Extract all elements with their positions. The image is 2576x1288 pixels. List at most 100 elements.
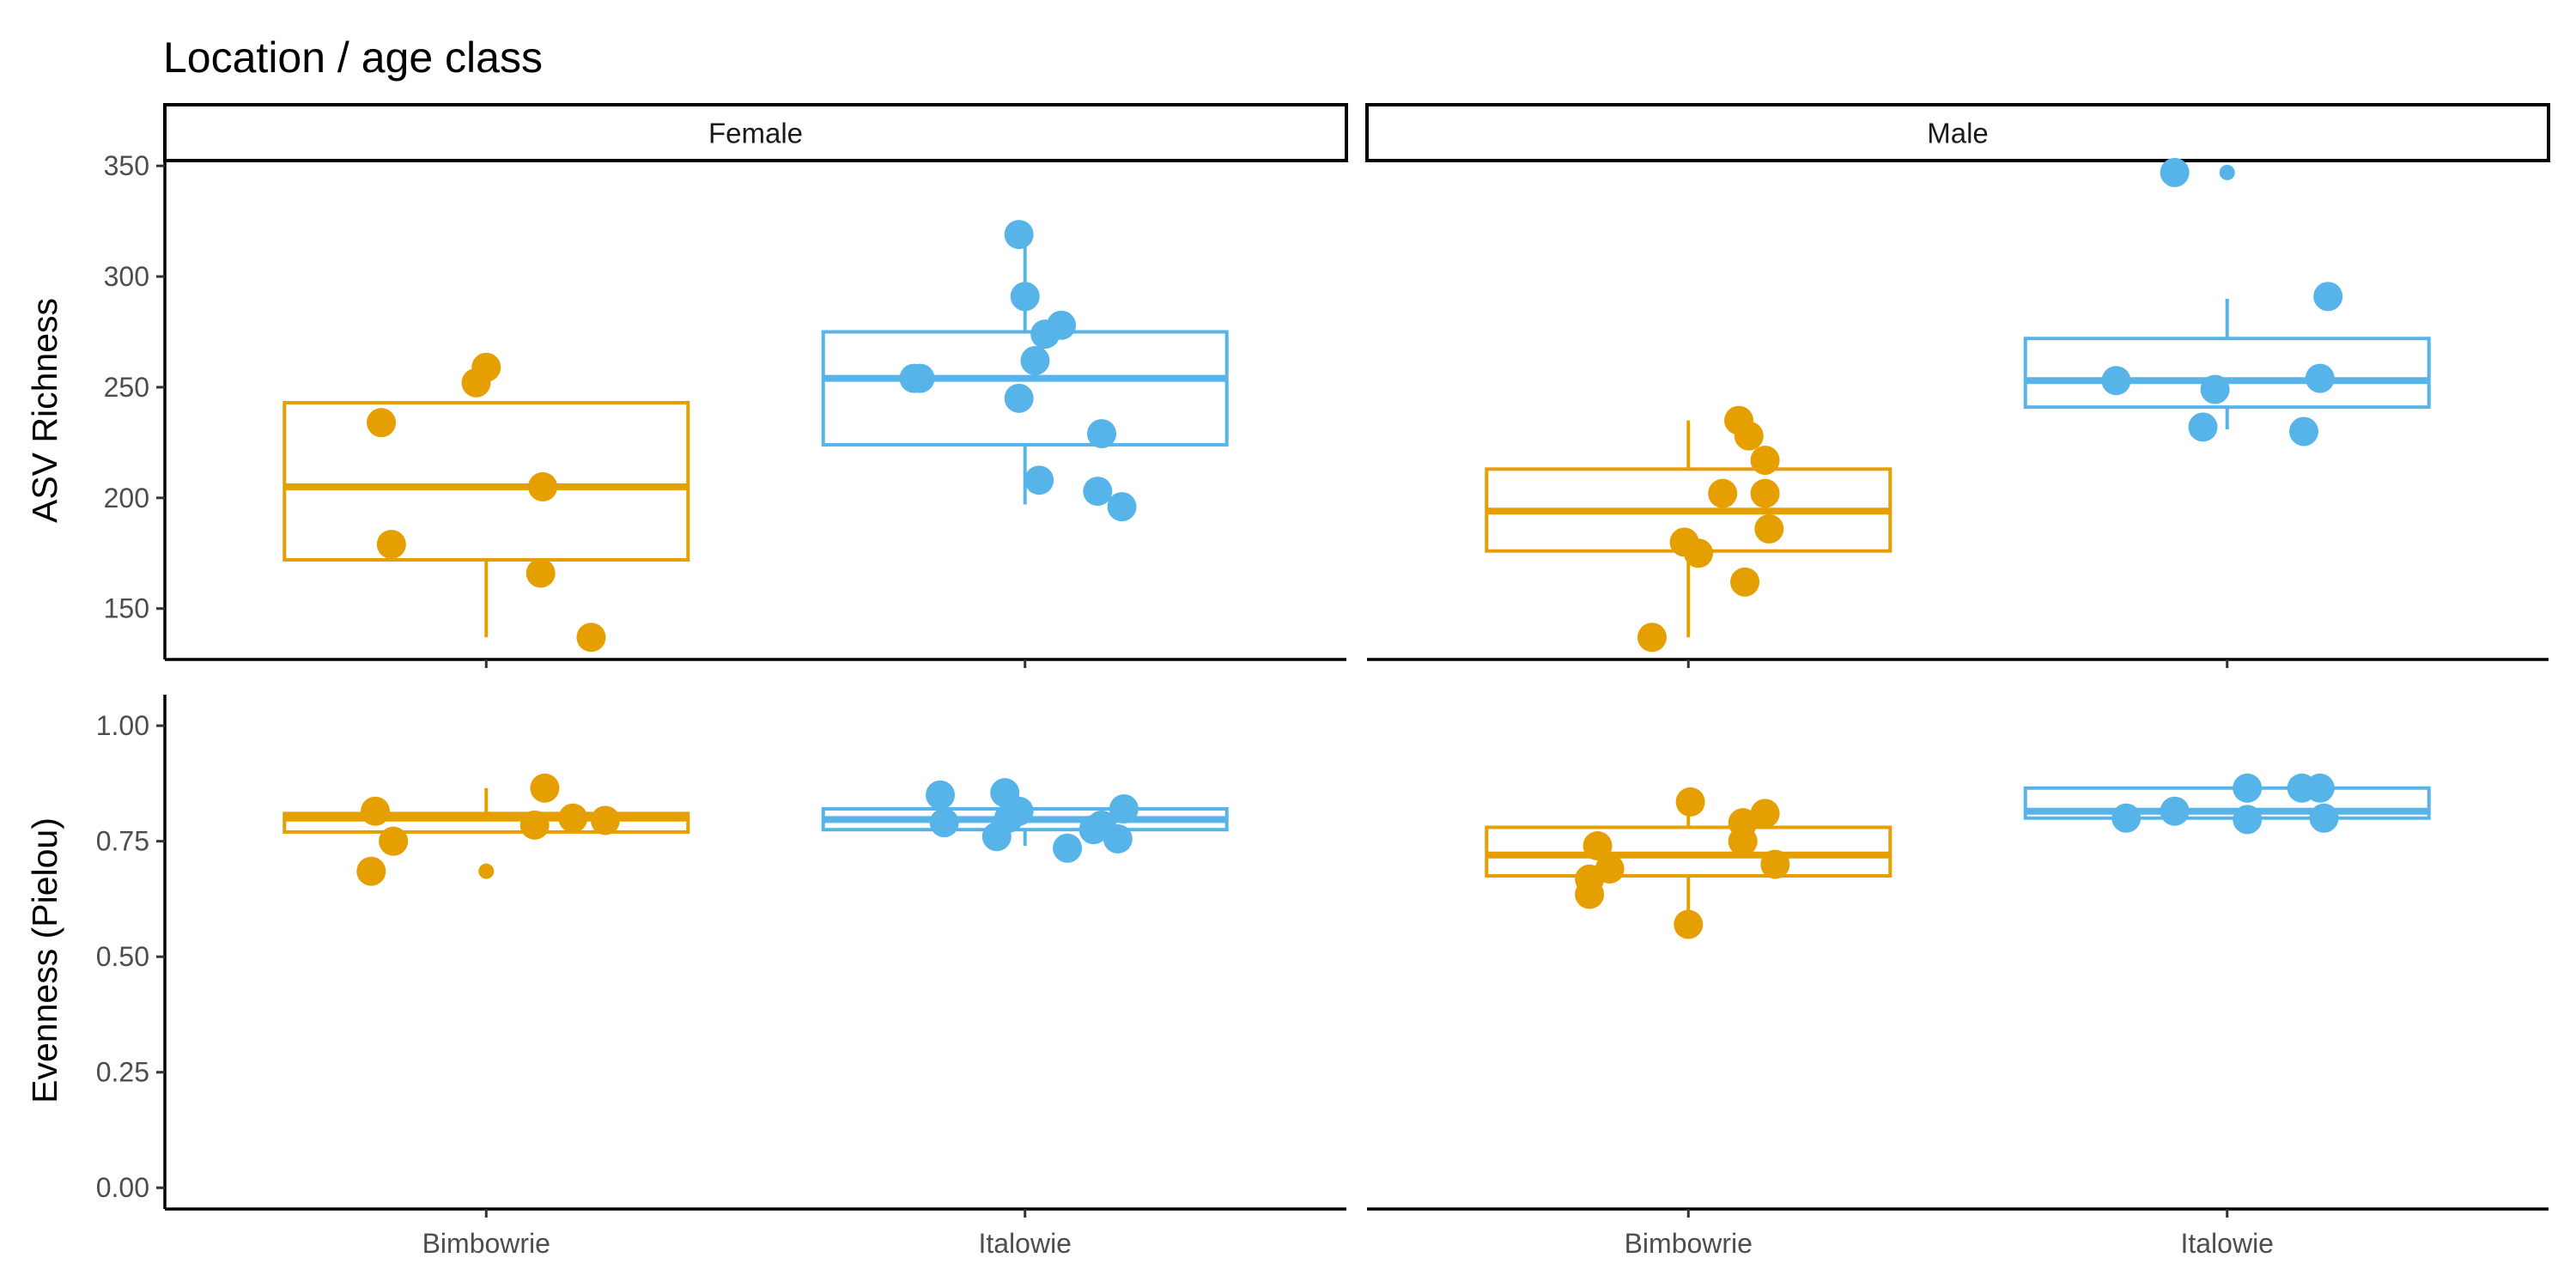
box-group-italowie [821, 220, 1229, 522]
y-tick-label: 1.00 [96, 710, 149, 741]
data-point [1754, 513, 1784, 544]
box [2023, 337, 2431, 410]
panel-evenness-male: Bimbowrie Italowie [1367, 773, 2549, 1259]
data-point [2233, 805, 2263, 835]
strip-male [1365, 103, 2550, 162]
box-group-italowie [821, 778, 1229, 863]
data-point [2111, 803, 2142, 833]
data-point [1047, 310, 1077, 340]
data-point [1020, 346, 1050, 375]
data-point [1010, 282, 1040, 312]
data-point [1750, 446, 1780, 475]
y-axis-label-evenness: Evenness (Pielou) [25, 817, 64, 1103]
y-tick-label: 0.25 [96, 1057, 149, 1088]
data-point [526, 558, 556, 588]
data-point [1760, 849, 1790, 879]
data-point [2160, 157, 2190, 187]
data-point [558, 803, 588, 833]
data-point [1004, 383, 1034, 413]
data-point [1004, 796, 1034, 826]
data-point [590, 805, 620, 835]
data-point [1107, 492, 1137, 522]
x-tick-label-bimbowrie: Bimbowrie [422, 1228, 550, 1259]
data-point [2305, 363, 2335, 393]
data-point [376, 529, 406, 559]
y-tick-label: 150 [104, 593, 149, 624]
data-point [2101, 366, 2131, 396]
data-point [367, 408, 397, 438]
data-point [2160, 796, 2190, 826]
data-point [379, 826, 409, 856]
y-tick-label: 300 [104, 261, 149, 292]
data-point [1595, 854, 1625, 884]
data-point [1575, 879, 1605, 909]
box-group-bimbowrie [283, 773, 690, 886]
x-tick-label-italowie: Italowie [978, 1228, 1072, 1259]
box-group-italowie [2023, 773, 2431, 835]
box [2023, 786, 2431, 820]
data-point [2200, 374, 2230, 404]
data-point [926, 780, 956, 810]
data-point [528, 471, 558, 501]
y-tick-label: 350 [104, 150, 149, 181]
data-point [1583, 831, 1613, 861]
box-group-bimbowrie [1485, 787, 1893, 939]
chart-title: Location / age class [163, 33, 543, 82]
data-point [1674, 909, 1704, 939]
data-point [519, 810, 550, 840]
y-tick-label: 0.75 [96, 826, 149, 857]
data-point [2313, 282, 2343, 312]
data-point [2305, 773, 2335, 803]
data-point [1730, 567, 1760, 597]
panel-richness-female: 150 200 250 300 350 [104, 144, 1346, 668]
box-group-italowie [2023, 157, 2431, 447]
y-axis-label-richness: ASV Richness [25, 298, 64, 523]
data-point [1083, 477, 1113, 507]
data-point [1109, 794, 1139, 824]
data-point [2188, 412, 2218, 442]
data-point [905, 363, 935, 393]
box-group-bimbowrie [1485, 405, 1893, 653]
strip-female [163, 103, 1348, 162]
y-tick-label: 0.00 [96, 1172, 149, 1203]
data-point [1675, 787, 1705, 817]
x-tick-label-italowie: Italowie [2180, 1228, 2274, 1259]
data-point [929, 808, 959, 838]
data-point [1750, 799, 1780, 829]
data-point [2309, 803, 2339, 833]
data-point [1004, 220, 1034, 250]
data-point [576, 623, 606, 653]
data-point [1728, 826, 1758, 856]
box-group-bimbowrie [283, 352, 690, 653]
box [821, 330, 1229, 447]
data-point [1684, 538, 1714, 568]
x-tick-label-bimbowrie: Bimbowrie [1625, 1228, 1753, 1259]
outlier-point [2219, 164, 2235, 180]
panel-richness-male [1367, 157, 2549, 668]
box [283, 400, 690, 562]
strip-label-male: Male [1927, 118, 1989, 149]
data-point [2233, 773, 2263, 803]
y-tick-label: 0.50 [96, 941, 149, 972]
data-point [1024, 465, 1054, 495]
data-point [1750, 478, 1780, 508]
data-point [1637, 623, 1667, 653]
y-tick-label: 250 [104, 372, 149, 403]
data-point [471, 352, 501, 382]
outlier-point [478, 863, 495, 879]
data-point [1734, 421, 1764, 451]
data-point [1087, 419, 1117, 449]
data-point [356, 856, 386, 886]
data-point [530, 773, 560, 803]
box [283, 811, 690, 834]
data-point [1053, 833, 1083, 863]
data-point [1708, 478, 1738, 508]
data-point [361, 796, 391, 826]
data-point [1103, 823, 1133, 854]
chart-plot-area: Female Male ASV Richness 150 200 250 300 350 Eve… [25, 103, 2550, 1259]
box [1485, 825, 1893, 878]
y-tick-label: 200 [104, 483, 149, 513]
data-point [2289, 416, 2319, 447]
strip-label-female: Female [708, 118, 803, 149]
